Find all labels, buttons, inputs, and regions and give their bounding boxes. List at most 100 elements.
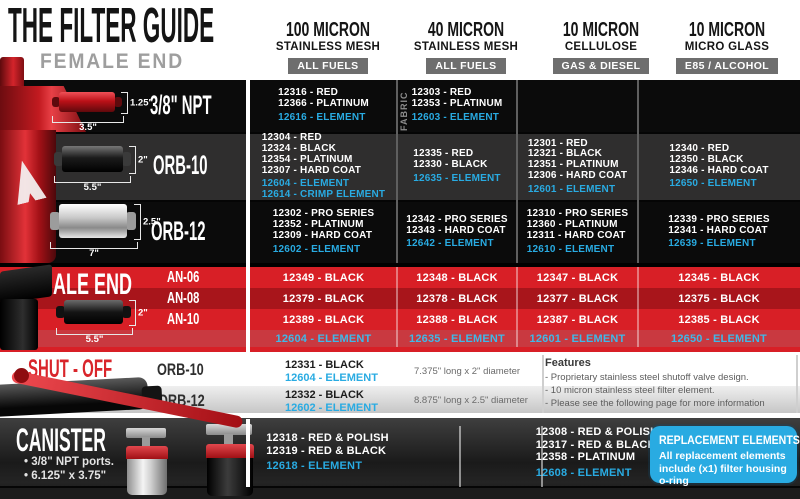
- part-number: 12388 - BLACK: [416, 313, 498, 326]
- column-header-40-micron: 40 MICRON STAINLESS MESH ALL FUELS: [391, 20, 541, 74]
- text-line: 12642 - ELEMENT: [406, 238, 494, 250]
- part-numbers: 12316 - RED 12366 - PLATINUM: [278, 87, 369, 110]
- filter-image-red-npt: [59, 92, 115, 112]
- column-media: STAINLESS MESH: [413, 41, 519, 53]
- column-media: CELLULOSE: [564, 41, 638, 53]
- column-header-10-micron-cellulose: 10 MICRON CELLULOSE GAS & DIESEL: [526, 20, 676, 74]
- column-divider: [637, 267, 639, 347]
- column-micron: 10 MICRON: [688, 19, 766, 41]
- column-divider: [396, 80, 398, 263]
- text-line: 12353 - PLATINUM: [411, 98, 503, 110]
- column-micron: 10 MICRON: [562, 19, 640, 41]
- filter-fitting-nub: [52, 97, 60, 107]
- text-line: 12302 - PRO SERIES: [272, 208, 375, 220]
- shut-off-lever-pivot: [14, 368, 29, 383]
- text-line: 12304 - RED: [261, 132, 322, 144]
- canister-bottom-strip: [0, 486, 800, 499]
- fuel-badge: ALL FUELS: [426, 58, 506, 74]
- part-numbers: 12308 - RED & POLISH 12317 - RED & BLACK 1…: [536, 426, 659, 464]
- text-line: 12309 - HARD COAT: [272, 230, 373, 241]
- canister-bracket: [126, 428, 166, 438]
- element-numbers: 12618 - ELEMENT: [266, 460, 389, 473]
- height-dimension: 2": [129, 146, 148, 174]
- length-dimension: 7": [50, 242, 138, 259]
- replacement-elements-callout: REPLACEMENT ELEMENTS All replacement ele…: [650, 426, 800, 487]
- text-line: 12306 - HARD COAT: [527, 169, 628, 181]
- canister-bracket-post: [224, 434, 233, 445]
- part-numbers: 12335 - RED 12330 - BLACK: [413, 148, 500, 171]
- size-note: 7.375" long x 2" diameter: [414, 366, 521, 377]
- row-label: AN-06: [167, 268, 200, 286]
- parts-cell: 12342 - PRO SERIES 12343 - HARD COAT 1264…: [397, 202, 517, 263]
- part-numbers: 12301 - RED 12321 - BLACK 12351 - PLATINUM…: [527, 138, 628, 182]
- column-divider: [541, 426, 543, 487]
- parts-cell: 12318 - RED & POLISH 12319 - RED & BLACK …: [255, 418, 400, 487]
- text-line: 12316 - RED: [278, 87, 339, 99]
- text-line: 12346 - HARD COAT: [669, 164, 769, 176]
- filter-fitting-nub: [54, 152, 63, 166]
- height-dimension: 2": [129, 300, 148, 326]
- length-dimension: 5.5": [56, 328, 133, 345]
- text-line: 12311 - HARD COAT: [526, 230, 626, 241]
- element-number: 12602 - ELEMENT: [285, 401, 378, 414]
- element-number: 12650 - ELEMENT: [671, 332, 767, 345]
- length-dimension: 3.5": [52, 116, 124, 133]
- row-label-orb-10: ORB-10: [157, 360, 204, 379]
- male-end-bottom-strip: [0, 347, 800, 352]
- text-line: 12317 - RED & BLACK: [535, 438, 656, 451]
- canister-red-cap: [126, 446, 168, 459]
- filter-image-chrome-orb12: [59, 204, 127, 238]
- text-line: 12321 - BLACK: [527, 148, 603, 160]
- text-line: 12335 - RED: [413, 148, 474, 160]
- text-line: - Please see the following page for more…: [545, 398, 765, 409]
- text-line: 12318 - RED & POLISH: [266, 432, 389, 445]
- canister-bracket-post: [142, 437, 150, 447]
- column-micron: 40 MICRON: [427, 19, 505, 41]
- part-number: 12387 - BLACK: [536, 313, 619, 326]
- shut-off-part: 12332 - BLACK 12602 - ELEMENT: [285, 389, 378, 414]
- filter-fitting-nub: [122, 152, 131, 166]
- text-line: - Proprietary stainless steel shutoff va…: [545, 372, 749, 383]
- canister-section: CANISTER • 3/8" NPT ports. • 6.125" x 3.7…: [0, 418, 800, 499]
- shut-off-part: 12331 - BLACK 12604 - ELEMENT: [285, 359, 378, 384]
- filter-fitting-nub: [114, 97, 122, 107]
- parts-cell: 12302 - PRO SERIES 12352 - PLATINUM 12309 …: [250, 202, 397, 263]
- text-line: 12343 - HARD COAT: [406, 224, 506, 236]
- text-line: 12610 - ELEMENT: [526, 243, 615, 255]
- part-numbers: 12303 - RED 12353 - PLATINUM: [411, 87, 503, 110]
- text-line: 12341 - HARD COAT: [668, 224, 768, 236]
- column-micron: 100 MICRON: [285, 19, 371, 41]
- text-line: 12310 - PRO SERIES: [526, 208, 629, 220]
- text-line: 12303 - RED: [411, 87, 472, 99]
- text-line: 12360 - PLATINUM: [526, 219, 618, 231]
- parts-cell: 12304 - RED 12324 - BLACK 12354 - PLATINUM…: [250, 132, 397, 201]
- part-number: 12349 - BLACK: [282, 271, 365, 284]
- male-end-section: AN-06 12349 - BLACK 12348 - BLACK 12347 …: [0, 263, 800, 352]
- row-label: 3/8" NPT: [150, 90, 212, 120]
- part-number: 12347 - BLACK: [536, 271, 619, 284]
- parts-cell: 12316 - RED 12366 - PLATINUM 12616 - ELEM…: [250, 80, 397, 132]
- text-line: 12639 - ELEMENT: [668, 238, 756, 250]
- text-line: 12358 - PLATINUM: [535, 451, 636, 463]
- text-line: • 6.125" x 3.75": [24, 469, 107, 482]
- fuel-badge: ALL FUELS: [288, 58, 368, 74]
- section-title-canister: CANISTER: [16, 422, 106, 458]
- an-fitting-photo-body: [0, 299, 38, 350]
- part-numbers: 12318 - RED & POLISH 12319 - RED & BLACK: [266, 432, 389, 457]
- canister-specs: • 3/8" NPT ports. • 6.125" x 3.75": [24, 456, 114, 483]
- part-number: 12378 - BLACK: [416, 292, 498, 305]
- text-line: 12601 - ELEMENT: [527, 183, 616, 195]
- part-numbers: 12310 - PRO SERIES 12360 - PLATINUM 12311 …: [527, 209, 628, 241]
- text-line: 12354 - PLATINUM: [261, 153, 353, 165]
- text-line: 12350 - BLACK: [669, 153, 744, 165]
- part-number: 12385 - BLACK: [678, 313, 760, 326]
- filter-image-black-male: [64, 300, 123, 324]
- column-divider: [459, 426, 461, 487]
- red-filter-photo-neck: [0, 57, 24, 89]
- text-line: 12340 - RED: [669, 142, 730, 154]
- size-note: 8.875" long x 2.5" diameter: [414, 395, 528, 406]
- table-edge-line: [246, 80, 250, 352]
- parts-cell: 12310 - PRO SERIES 12360 - PLATINUM 12311 …: [517, 202, 638, 263]
- text-line: - 10 micron stainless steel filter eleme…: [545, 385, 715, 396]
- element-numbers: 12604 - ELEMENT 12614 - CRIMP ELEMENT: [262, 178, 386, 201]
